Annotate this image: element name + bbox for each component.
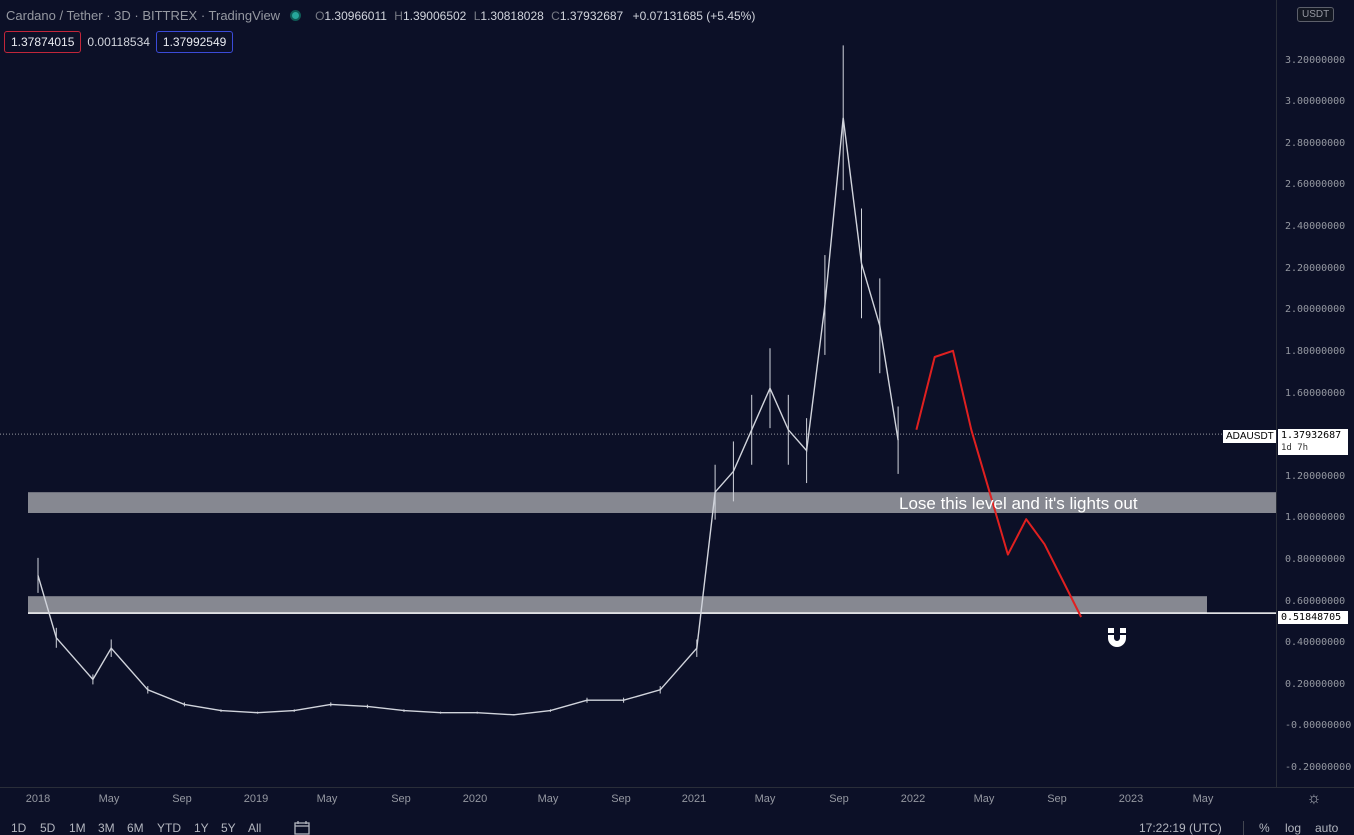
low-key: L — [473, 8, 481, 23]
range-button-1d[interactable]: 1D — [11, 821, 27, 835]
time-label: Sep — [391, 793, 411, 805]
chart-annotation[interactable]: Lose this level and it's lights out — [899, 494, 1138, 513]
price-tick: -0.20000000 — [1285, 762, 1352, 773]
time-label: May — [973, 793, 995, 805]
price-tick: 2.60000000 — [1285, 179, 1346, 190]
time-label: Sep — [611, 793, 631, 805]
price-tick: 0.40000000 — [1285, 637, 1346, 648]
open-value: 1.30966011 — [324, 8, 387, 23]
range-button-5d[interactable]: 5D — [40, 821, 56, 835]
status-dot-icon — [290, 10, 302, 21]
range-button-1y[interactable]: 1Y — [194, 821, 209, 835]
time-label: Sep — [172, 793, 192, 805]
close-value: 1.37932687 — [559, 8, 624, 23]
level-price-label: 0.51848705 — [1278, 611, 1348, 624]
quote-row: 1.37874015 0.00118534 1.37992549 — [4, 31, 234, 53]
currency-badge[interactable]: USDT — [1297, 7, 1335, 22]
price-axis[interactable]: 3.20000000 3.00000000 2.80000000 2.60000000… — [1276, 0, 1354, 787]
support-zone[interactable] — [28, 492, 1276, 513]
spread-value: 0.00118534 — [87, 35, 150, 49]
symbol-title[interactable]: Cardano / Tether · 3D · BITTREX · Tradin… — [6, 8, 281, 23]
change-value: +0.07131685 (+5.45%) — [632, 8, 756, 23]
toolbar-divider — [1243, 821, 1244, 835]
utc-clock[interactable]: 17:22:19 (UTC) — [1139, 821, 1222, 835]
price-tick: 1.60000000 — [1285, 388, 1346, 399]
time-label: 2020 — [462, 793, 488, 805]
price-chart[interactable] — [0, 0, 1276, 787]
price-tick: 3.20000000 — [1285, 55, 1346, 66]
bid-price[interactable]: 1.37874015 — [4, 31, 82, 53]
price-tick: 3.00000000 — [1285, 96, 1346, 107]
range-button-ytd[interactable]: YTD — [157, 821, 181, 835]
price-tick: 2.80000000 — [1285, 138, 1346, 149]
price-tick: 1.20000000 — [1285, 471, 1346, 482]
time-label: Sep — [829, 793, 849, 805]
bar-countdown: 1d 7h — [1281, 443, 1309, 453]
price-tick: 2.40000000 — [1285, 221, 1346, 232]
time-label: May — [98, 793, 120, 805]
time-label: May — [1192, 793, 1214, 805]
time-label: Sep — [1047, 793, 1067, 805]
calendar-icon[interactable] — [294, 821, 310, 835]
price-tick: 0.80000000 — [1285, 554, 1346, 565]
close-key: C — [551, 8, 560, 23]
price-series-line[interactable] — [37, 117, 899, 716]
time-label: 2018 — [25, 793, 51, 805]
time-label: May — [316, 793, 338, 805]
time-axis[interactable]: 2018 May Sep 2019 May Sep 2020 May Sep 2021 May Sep… — [0, 787, 1354, 809]
high-key: H — [394, 8, 403, 23]
ask-price[interactable]: 1.37992549 — [155, 31, 234, 53]
last-price-value: 1.37932687 — [1281, 430, 1342, 441]
open-key: O — [315, 8, 325, 23]
time-label: May — [537, 793, 559, 805]
chart-legend: Cardano / Tether · 3D · BITTREX · Tradin… — [6, 8, 755, 23]
price-tick: 2.00000000 — [1285, 304, 1346, 315]
price-tick: 0.20000000 — [1285, 679, 1346, 690]
low-value: 1.30818028 — [480, 8, 544, 23]
chart-area[interactable] — [0, 0, 1276, 787]
price-tick: 1.80000000 — [1285, 346, 1346, 357]
range-button-5y[interactable]: 5Y — [221, 821, 236, 835]
price-tick: 2.20000000 — [1285, 263, 1346, 274]
gear-icon[interactable]: ☼ — [1306, 790, 1322, 807]
support-zone[interactable] — [28, 596, 1207, 613]
range-button-3m[interactable]: 3M — [98, 821, 115, 835]
range-button-6m[interactable]: 6M — [127, 821, 144, 835]
symbol-price-tag: ADAUSDT — [1223, 430, 1277, 443]
time-label: 2021 — [681, 793, 707, 805]
time-label: May — [754, 793, 776, 805]
auto-button[interactable]: auto — [1315, 821, 1339, 835]
price-tick: 0.60000000 — [1285, 596, 1346, 607]
price-tick: -0.00000000 — [1285, 720, 1352, 731]
high-value: 1.39006502 — [402, 8, 467, 23]
last-price-label: 1.37932687 1d 7h — [1278, 429, 1348, 455]
time-label: 2019 — [243, 793, 269, 805]
price-tick: 1.00000000 — [1285, 512, 1346, 523]
ohlc-values: O1.30966011 H1.39006502 L1.30818028 C1.3… — [311, 9, 755, 23]
range-button-all[interactable]: All — [248, 821, 262, 835]
log-button[interactable]: log — [1285, 821, 1302, 835]
time-label: 2023 — [1118, 793, 1144, 805]
percent-button[interactable]: % — [1259, 821, 1270, 835]
range-button-1m[interactable]: 1M — [69, 821, 86, 835]
time-label: 2022 — [900, 793, 926, 805]
magnet-icon[interactable] — [1103, 624, 1131, 652]
projection-path[interactable] — [915, 349, 1082, 618]
bottom-toolbar: 1D 5D 1M 3M 6M YTD 1Y 5Y All 17:22:19 (UTC) % lo… — [0, 809, 1354, 835]
